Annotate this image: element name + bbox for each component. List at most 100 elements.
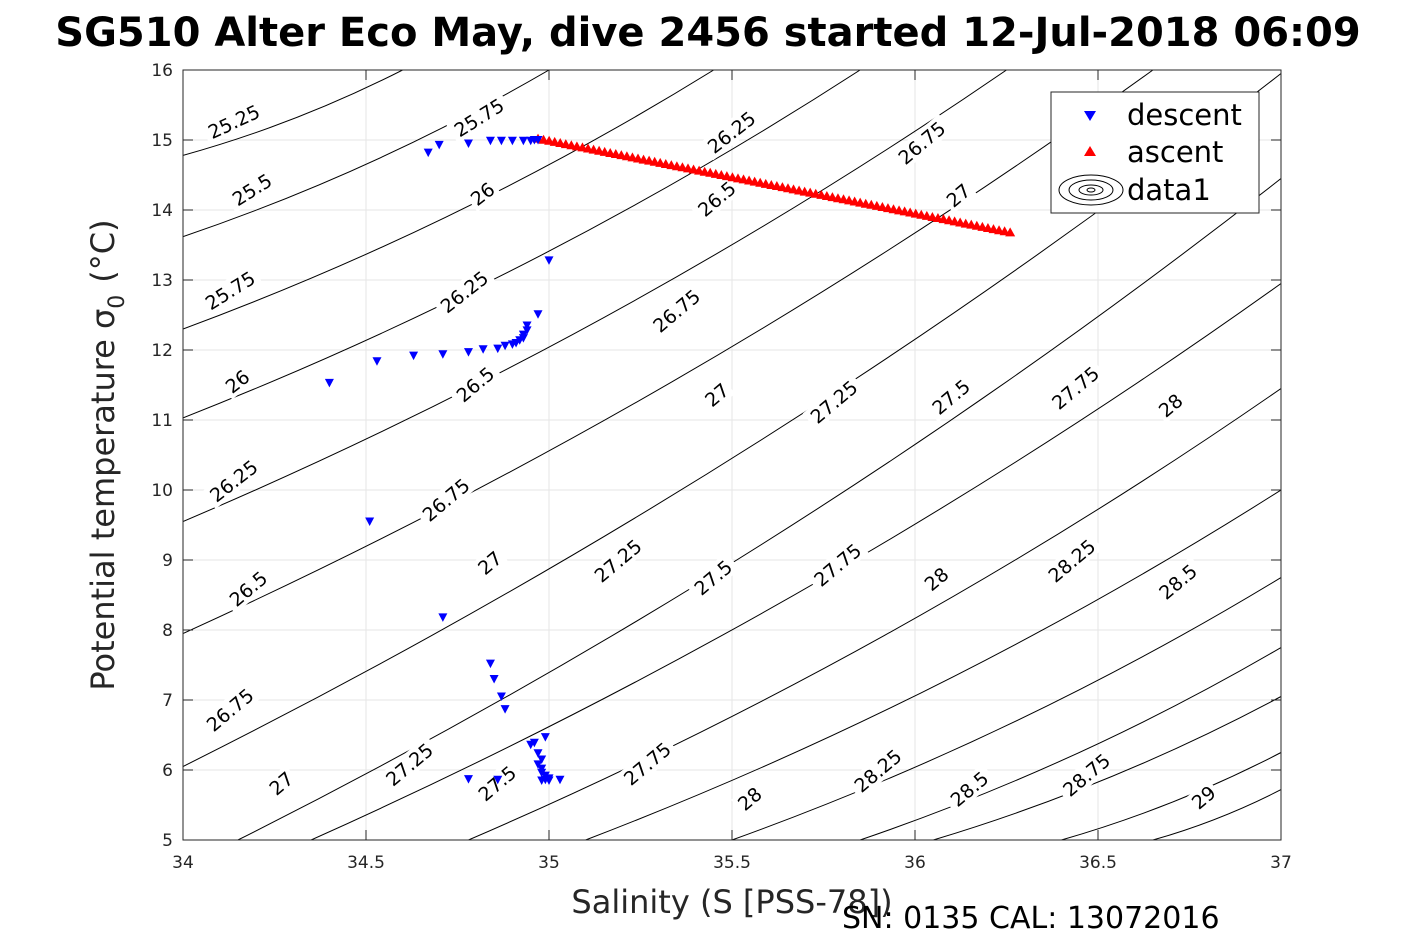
contour-label-bg (446, 91, 512, 144)
descent-point (463, 139, 473, 148)
contour-label-bg (378, 735, 441, 794)
isopycnal-line (183, 70, 1007, 522)
legend-ascent-marker (1084, 146, 1096, 156)
contour-label-bg (586, 531, 650, 590)
contour-label-group: 27.25 (802, 373, 866, 431)
contour-label: 25.75 (202, 267, 260, 314)
descent-point (544, 776, 554, 785)
contour-label-bg (615, 734, 679, 793)
x-tick-label: 35.5 (713, 853, 751, 873)
isopycnal-line (183, 70, 1154, 634)
contour-label: 26 (467, 178, 500, 210)
y-axis-label-group: Potential temperature σ0 (°C) (84, 219, 130, 690)
contour-label-group: 27.75 (806, 536, 869, 594)
descent-point (324, 378, 334, 388)
contour-label-group: 28 (917, 560, 955, 597)
descent-point (365, 517, 375, 526)
contour-label-bg (806, 536, 869, 594)
ascent-series (533, 133, 1016, 237)
contour-label: 28 (1155, 390, 1188, 422)
contour-label: 27 (474, 547, 507, 579)
contour-label-bg (699, 104, 763, 161)
contour-label-group: 27 (939, 177, 977, 214)
x-tick-label: 36.5 (1079, 853, 1117, 873)
contour-label-bg (802, 373, 866, 431)
descent-point (485, 136, 495, 146)
isopycnal-line (310, 283, 1281, 840)
x-tick-label: 34 (172, 853, 194, 873)
contour-label-group: 28 (1151, 387, 1190, 424)
contour-label-group: 25.5 (224, 166, 280, 213)
descent-point (518, 136, 528, 146)
contour-label: 26.25 (437, 267, 493, 318)
x-tick-label: 35 (538, 853, 560, 873)
descent-point (537, 755, 547, 764)
descent-point (507, 340, 517, 349)
contour-label-group: 28.25 (846, 741, 909, 800)
contour-label: 25.75 (451, 95, 509, 142)
contour-label-group: 27.25 (378, 735, 441, 794)
contour-label: 28.25 (1044, 535, 1100, 587)
contour-label-group: 27.75 (615, 734, 679, 793)
descent-point (507, 136, 517, 146)
y-axis-label: Potential temperature σ0 (°C) (84, 219, 130, 690)
contour-label-group: 26.75 (890, 114, 953, 172)
isopycnal-line (731, 577, 1281, 840)
contour-label-bg (846, 741, 909, 800)
contour-label-bg (200, 98, 268, 145)
contour-label-bg (917, 560, 955, 597)
descent-point (496, 692, 506, 701)
contour-label-bg (645, 282, 708, 340)
descent-point (493, 344, 503, 354)
axis-ticks: 34 34.5 35 35.5 36 36.5 37 5 6 7 8 9 10 11 12 13 14 15 16 (151, 61, 1291, 873)
contour-label-bg (1150, 556, 1205, 607)
contour-label-group: 27 (471, 544, 509, 581)
contour-label: 27.75 (1048, 363, 1104, 415)
contour-label-bg (1055, 746, 1118, 804)
contour-label-bg (923, 371, 978, 422)
contour-label-bg (1040, 531, 1103, 590)
descent-point (438, 350, 448, 359)
contour-label-bg (471, 544, 509, 581)
contour-label-group: 25.75 (446, 91, 512, 144)
contour-label: 27 (701, 379, 734, 411)
contour-label-bg (939, 177, 977, 214)
x-tick-label: 36 (904, 853, 926, 873)
ascent-point (1005, 227, 1016, 237)
contour-label-group: 27 (698, 376, 736, 413)
descent-point (485, 659, 495, 669)
x-tick-label: 34.5 (347, 853, 385, 873)
y-axis-label-subscript: 0 (105, 295, 130, 309)
descent-point (489, 675, 499, 684)
contour-label-bg (942, 763, 997, 814)
y-tick-label: 8 (162, 621, 173, 641)
isopycnal-line (468, 388, 1281, 840)
y-tick-label: 14 (151, 201, 173, 221)
descent-point (533, 749, 543, 758)
contour-label-group: 26.75 (414, 471, 478, 529)
legend-descent-marker (1084, 111, 1096, 121)
contour-label: 28 (734, 783, 767, 815)
contour-label-group: 26.25 (432, 263, 496, 320)
y-tick-label: 5 (162, 831, 173, 851)
descent-point (500, 341, 510, 351)
descent-series (324, 136, 565, 785)
contour-label-group: 26.75 (198, 681, 262, 739)
contour-label-bg (432, 263, 496, 320)
footer-serial-calibration: SN: 0135 CAL: 13072016 (842, 901, 1220, 936)
descent-point (409, 351, 419, 361)
contour-label: 27 (943, 180, 976, 212)
y-tick-label: 13 (151, 271, 173, 291)
isopycnal-line (237, 178, 1281, 840)
contour-label-bg (1151, 387, 1190, 424)
contour-label: 29 (1188, 782, 1221, 814)
contour-label-bg (198, 681, 262, 739)
descent-point (372, 357, 382, 366)
x-tick-label: 37 (1270, 853, 1292, 873)
contour-label-group: 26 (463, 175, 502, 212)
legend: descent ascent data1 (1050, 91, 1260, 214)
contour-label: 27.25 (591, 535, 647, 587)
contour-label-bg (221, 563, 276, 614)
descent-point (493, 775, 503, 785)
contour-label-group: 26.5 (221, 563, 276, 614)
